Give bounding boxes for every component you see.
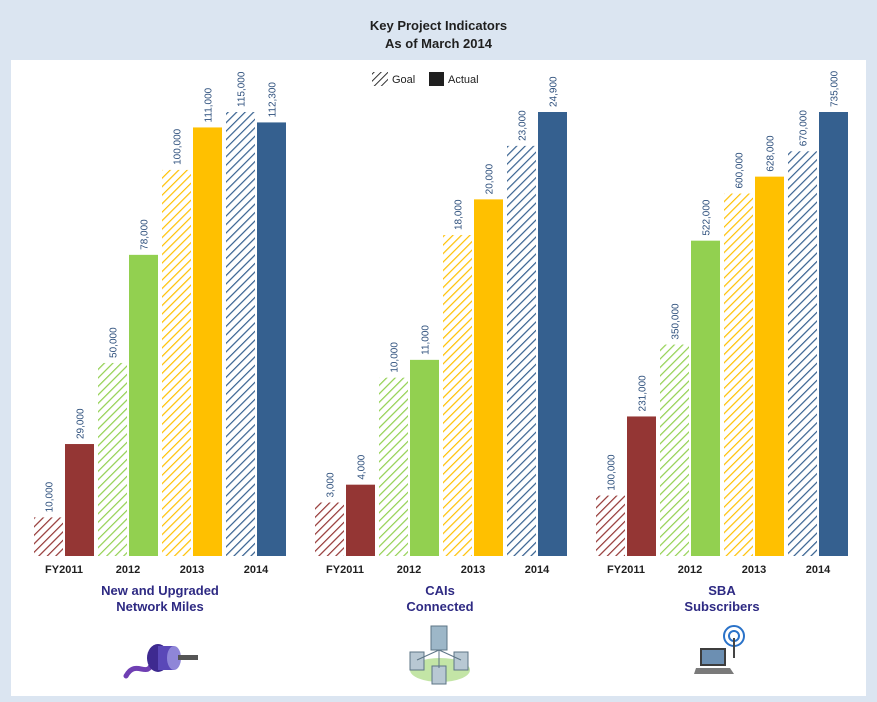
category-tick-label: 2012: [116, 564, 140, 576]
legend-actual-swatch: [429, 72, 444, 86]
panel-label-line: CAIs: [425, 583, 455, 598]
category-tick-label: 2012: [397, 564, 421, 576]
legend: Goal Actual: [372, 72, 479, 86]
actual-bar: [346, 484, 375, 556]
chart-panel-1: 3,000 4,000 FY2011 10,000 11,000 2012 18,000 20…: [315, 76, 567, 576]
bar-value-label: 11,000: [421, 325, 432, 355]
legend-goal-swatch: [372, 72, 388, 86]
chart-subtitle: As of March 2014: [385, 36, 492, 51]
network-cable-icon: [122, 628, 202, 688]
goal-bar: [98, 362, 127, 556]
panel-label-line: SBA: [708, 583, 736, 598]
category-tick-label: 2014: [806, 564, 831, 576]
category-tick-label: 2014: [525, 564, 550, 576]
bar-value-label: 23,000: [518, 110, 529, 141]
bar-value-label: 29,000: [76, 408, 87, 439]
actual-bar: [65, 444, 94, 556]
legend-goal-label: Goal: [392, 74, 415, 86]
bar-value-label: 111,000: [204, 87, 215, 122]
panel-label-cais: CAIs Connected: [330, 583, 550, 615]
actual-bar: [410, 359, 439, 556]
goal-bar: [226, 112, 255, 556]
actual-bar: [755, 176, 784, 557]
legend-actual-label: Actual: [448, 74, 479, 86]
category-tick-label: 2014: [244, 564, 269, 576]
bar-value-label: 100,000: [607, 454, 618, 491]
bar-value-label: 50,000: [109, 327, 120, 358]
bar-value-label: 628,000: [766, 135, 777, 172]
bar-value-label: 115,000: [237, 71, 248, 107]
actual-bar: [193, 127, 222, 556]
connected-computers-icon: [404, 622, 478, 693]
bar-value-label: 10,000: [390, 342, 401, 373]
goal-bar: [34, 517, 63, 556]
actual-bar: [538, 112, 567, 556]
goal-bar: [660, 344, 689, 556]
bar-value-label: 20,000: [485, 163, 496, 194]
bar-value-label: 600,000: [735, 152, 746, 189]
category-tick-label: 2013: [461, 564, 485, 576]
goal-bar: [788, 151, 817, 556]
actual-bar: [474, 199, 503, 557]
panel-label-line: Subscribers: [684, 599, 760, 614]
panel-label-line: Connected: [406, 599, 474, 614]
category-tick-label: FY2011: [607, 564, 645, 576]
goal-bar: [443, 235, 472, 557]
goal-bar: [315, 502, 344, 556]
category-tick-label: 2013: [742, 564, 766, 576]
panel-label-line: Network Miles: [116, 599, 204, 614]
goal-bar: [596, 495, 625, 556]
bar-value-label: 3,000: [326, 472, 337, 497]
bar-value-label: 78,000: [140, 219, 151, 250]
bar-value-label: 670,000: [799, 110, 810, 147]
bar-value-label: 112,300: [268, 82, 279, 118]
goal-bar: [724, 193, 753, 556]
goal-bar: [379, 377, 408, 556]
bar-value-label: 18,000: [454, 199, 465, 230]
category-tick-label: FY2011: [326, 564, 364, 576]
panel-label-network-miles: New and Upgraded Network Miles: [50, 583, 270, 615]
goal-bar: [507, 145, 536, 556]
goal-bar: [162, 169, 191, 557]
actual-bar: [627, 416, 656, 556]
actual-bar: [691, 240, 720, 557]
chart-marks: 10,00029,000FY201150,00078,0002012100,00…: [34, 70, 848, 576]
actual-bar: [257, 122, 286, 556]
bar-value-label: 100,000: [173, 128, 184, 165]
category-tick-label: 2013: [180, 564, 204, 576]
chart-panel-0: 10,000 29,000 FY2011 50,000 78,000 2012 100,00…: [34, 71, 286, 576]
actual-bar: [129, 254, 158, 556]
panel-label-sba: SBA Subscribers: [612, 583, 832, 615]
actual-bar: [819, 112, 848, 556]
bar-value-label: 10,000: [45, 481, 56, 512]
bar-value-label: 350,000: [671, 303, 682, 340]
category-tick-label: FY2011: [45, 564, 83, 576]
bar-value-label: 735,000: [830, 70, 841, 107]
bar-value-label: 24,900: [549, 76, 560, 107]
bar-value-label: 4,000: [357, 454, 368, 479]
category-tick-label: 2012: [678, 564, 702, 576]
chart-title: Key Project Indicators: [369, 18, 508, 33]
chart-panel-2: 100,000 231,000 FY2011 350,000 522,000 2012 60…: [596, 70, 848, 576]
wireless-laptop-icon: [694, 624, 750, 683]
panel-label-line: New and Upgraded: [101, 583, 219, 598]
bar-value-label: 522,000: [702, 199, 713, 236]
bar-value-label: 231,000: [638, 375, 649, 412]
